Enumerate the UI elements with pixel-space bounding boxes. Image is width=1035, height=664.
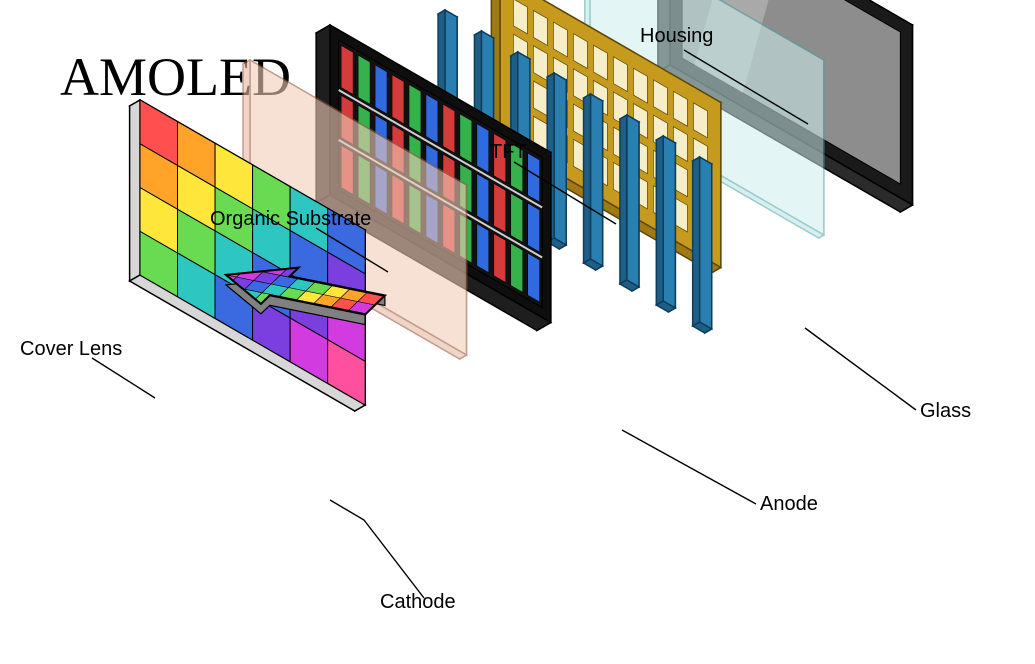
label-glass: Glass	[805, 328, 971, 422]
label-text-housing: Housing	[640, 25, 713, 47]
label-cathode: Cathode	[330, 500, 456, 613]
label-text-organic: Organic Substrate	[210, 208, 371, 230]
label-text-tft: TFT	[490, 141, 527, 163]
label-cover: Cover Lens	[20, 338, 155, 398]
label-text-cathode: Cathode	[380, 591, 456, 613]
label-text-glass: Glass	[920, 400, 971, 422]
label-text-cover: Cover Lens	[20, 338, 122, 360]
label-anode: Anode	[622, 430, 818, 515]
label-text-anode: Anode	[760, 493, 818, 515]
